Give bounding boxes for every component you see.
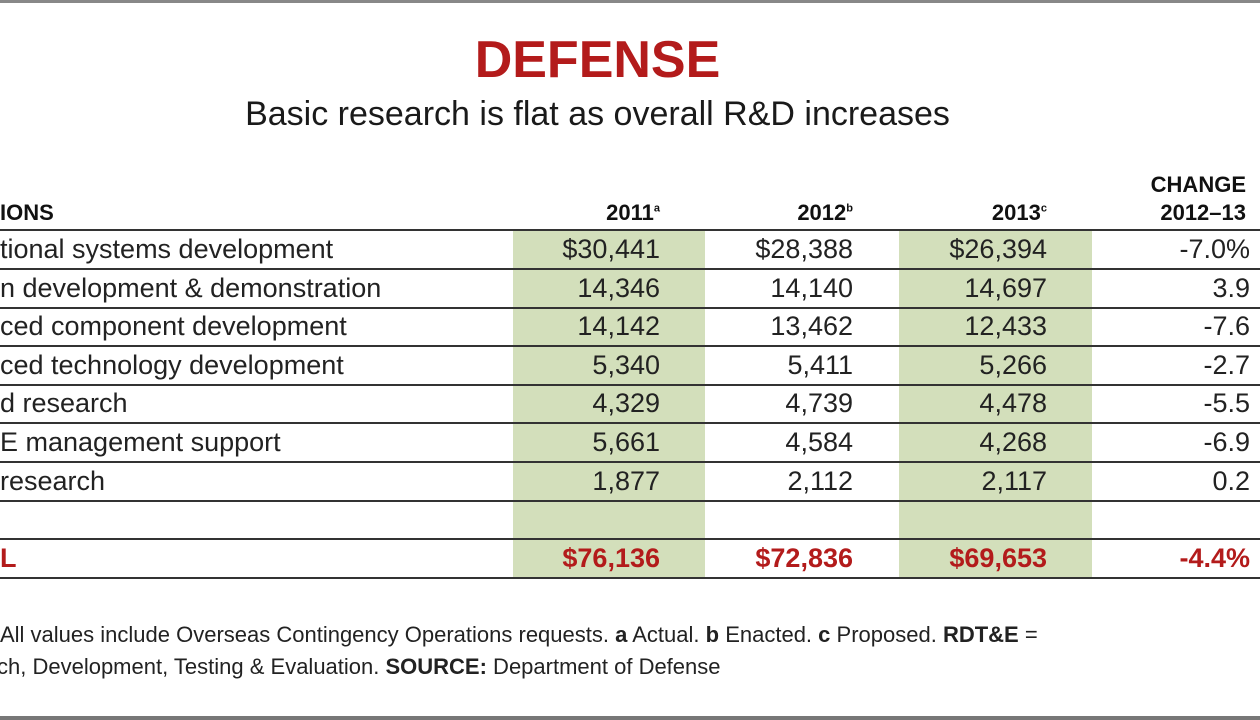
cell-change: -7.0%	[1179, 234, 1250, 264]
table-row: tional systems development $30,441 $28,388…	[0, 231, 1260, 270]
header-change: CHANGE 2012–13	[1150, 172, 1246, 225]
row-label: tional systems development	[0, 234, 334, 264]
header-divider	[0, 229, 1260, 231]
header-label: IONS	[0, 200, 54, 225]
cell-2013: 4,478	[979, 388, 1047, 419]
cell-change: -4.4%	[1179, 542, 1250, 573]
cell-2012: 4,739	[785, 388, 853, 419]
row-label: n development & demonstration	[0, 272, 382, 303]
cell-2011: $30,441	[562, 234, 660, 264]
table-row: ced technology development 5,340 5,411 5,26…	[0, 347, 1260, 386]
cell-change: -6.9	[1203, 427, 1250, 457]
cell-2012: 4,584	[785, 427, 853, 457]
cell-2012: 5,411	[787, 349, 853, 380]
cell-2013: 12,433	[964, 311, 1047, 342]
footnote-line-2: ch, Development, Testing & Evaluation. S…	[0, 654, 721, 679]
footnote-line-1: All values include Overseas Contingency …	[0, 622, 1038, 647]
cell-2011: 14,346	[577, 272, 660, 303]
header-2012: 2012b	[797, 200, 853, 225]
cell-2013: 2,117	[981, 465, 1047, 496]
cell-2013: 5,266	[979, 349, 1047, 380]
row-label: ced component development	[0, 311, 347, 342]
row-label: L	[0, 542, 17, 573]
cell-2012: 13,462	[770, 311, 853, 342]
cell-2012: 14,140	[770, 272, 853, 303]
cell-2013: $26,394	[949, 234, 1047, 264]
cell-2011: $76,136	[562, 542, 660, 573]
table-row: research 1,877 2,112 2,117 0.2	[0, 463, 1260, 502]
header-2013: 2013c	[991, 200, 1047, 225]
table-row: E management support 5,661 4,584 4,268 -6.9	[0, 424, 1260, 463]
cell-2012: 2,112	[787, 465, 853, 496]
page-subtitle: Basic research is flat as overall R&D in…	[245, 95, 950, 133]
cell-2012: $72,836	[755, 542, 853, 573]
cell-2011: 1,877	[592, 465, 660, 496]
cell-2012: $28,388	[755, 234, 853, 264]
cell-change: 0.2	[1212, 465, 1250, 496]
cell-2011: 5,661	[592, 427, 660, 457]
top-border	[0, 0, 1260, 3]
row-label: research	[0, 465, 106, 496]
table-row: n development & demonstration 14,346 14,14…	[0, 270, 1260, 309]
cell-2013: 14,697	[964, 272, 1047, 303]
page-title: DEFENSE	[474, 31, 721, 89]
cell-change: 3.9	[1212, 272, 1250, 303]
cell-change: -7.6	[1203, 311, 1250, 342]
cell-2011: 5,340	[592, 349, 660, 380]
table-row: ced component development 14,142 13,462 12,…	[0, 308, 1260, 348]
bottom-border	[0, 716, 1260, 720]
cell-2011: 14,142	[577, 311, 660, 342]
row-label: E management support	[0, 427, 281, 457]
total-row: L $76,136 $72,836 $69,653 -4.4%	[0, 540, 1260, 579]
row-label: ced technology development	[0, 349, 344, 380]
cell-2013: $69,653	[949, 542, 1047, 573]
cell-change: -2.7	[1203, 349, 1250, 380]
table-row	[0, 501, 1260, 541]
cell-change: -5.5	[1203, 388, 1250, 419]
cell-2011: 4,329	[592, 388, 660, 419]
row-label: d research	[0, 388, 128, 419]
header-2011: 2011a	[606, 200, 660, 225]
table-row: d research 4,329 4,739 4,478 -5.5	[0, 385, 1260, 425]
cell-2013: 4,268	[979, 427, 1047, 457]
highlight-column-2011	[513, 231, 705, 579]
highlight-column-2013	[899, 231, 1092, 579]
